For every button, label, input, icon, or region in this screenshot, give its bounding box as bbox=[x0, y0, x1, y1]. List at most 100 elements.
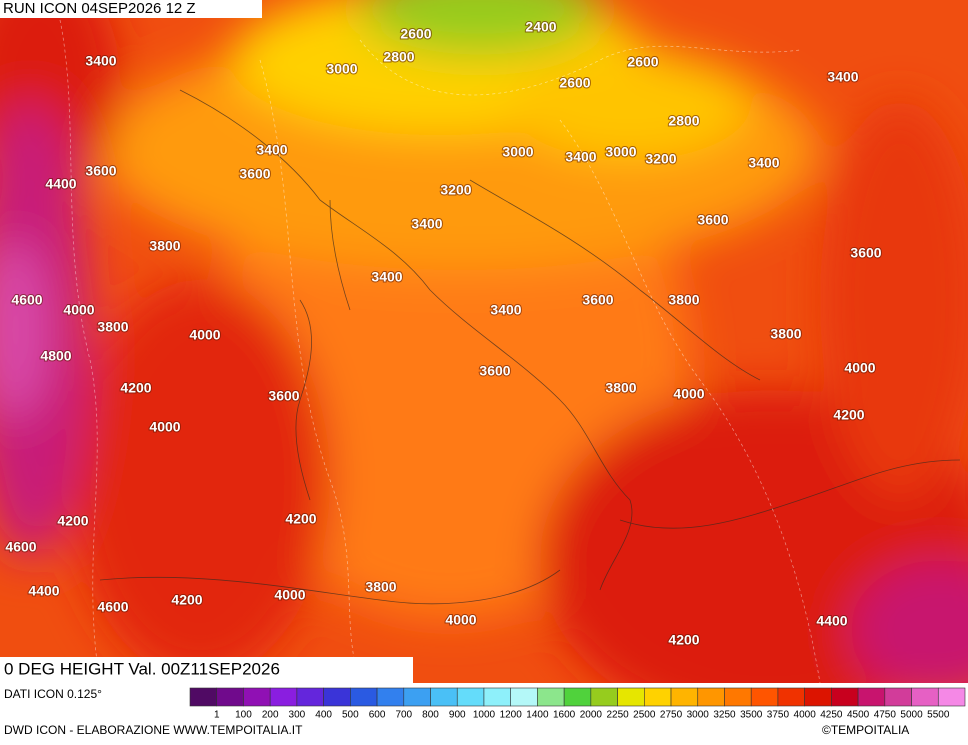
credit: DWD ICON - ELABORAZIONE WWW.TEMPOITALIA.… bbox=[4, 723, 303, 737]
colorbar-label: 2000 bbox=[580, 710, 603, 721]
colorbar-label: 1200 bbox=[500, 710, 523, 721]
contour-label: 3400 bbox=[827, 69, 858, 85]
color-swatch bbox=[804, 687, 832, 707]
colorbar-label: 3750 bbox=[767, 710, 790, 721]
contour-label: 4000 bbox=[149, 419, 180, 435]
contour-label: 3400 bbox=[565, 149, 596, 165]
color-swatch bbox=[510, 687, 538, 707]
colorbar-label: 2750 bbox=[660, 710, 683, 721]
run-label: RUN ICON 04SEP2026 12 Z bbox=[3, 0, 196, 17]
colorbar-label: 1 bbox=[214, 710, 220, 721]
color-swatch bbox=[590, 687, 618, 707]
colorbar-label: 2250 bbox=[606, 710, 629, 721]
contour-label: 4000 bbox=[274, 587, 305, 603]
colorbar-label: 500 bbox=[342, 710, 359, 721]
contour-label: 3200 bbox=[440, 182, 471, 198]
contour-label: 3800 bbox=[149, 238, 180, 254]
color-swatch bbox=[323, 687, 351, 707]
map: 2400 2600 2800 3000 3400 2600 2600 3400 2800 3400… bbox=[0, 0, 968, 683]
contour-label: 3600 bbox=[850, 245, 881, 261]
map-title: 0 DEG HEIGHT Val. 00Z11SEP2026 bbox=[4, 659, 280, 678]
color-swatch bbox=[189, 687, 218, 707]
contour-label: 4600 bbox=[97, 599, 128, 615]
colorbar-label: 800 bbox=[422, 710, 439, 721]
color-swatch bbox=[724, 687, 752, 707]
contour-label: 4000 bbox=[63, 302, 94, 318]
contour-label: 3000 bbox=[605, 144, 636, 160]
color-swatch bbox=[697, 687, 725, 707]
color-swatch bbox=[430, 687, 458, 707]
color-swatch bbox=[216, 687, 244, 707]
contour-label: 2600 bbox=[627, 54, 658, 70]
contour-label: 4000 bbox=[189, 327, 220, 343]
color-swatch bbox=[456, 687, 485, 707]
color-swatch bbox=[376, 687, 405, 707]
color-swatch bbox=[563, 687, 592, 707]
colorbar-label: 200 bbox=[262, 710, 279, 721]
contour-label: 4000 bbox=[673, 386, 704, 402]
colorbar-label: 4750 bbox=[874, 710, 897, 721]
colorbar-label: 4000 bbox=[794, 710, 817, 721]
color-swatch bbox=[937, 687, 966, 707]
contour-label: 2600 bbox=[559, 75, 590, 91]
colorbar-label: 400 bbox=[315, 710, 332, 721]
contour-label: 3800 bbox=[770, 326, 801, 342]
contour-label: 4200 bbox=[833, 407, 864, 423]
contour-label: 4400 bbox=[816, 613, 847, 629]
copyright: ©TEMPOITALIA bbox=[822, 723, 909, 737]
contour-label: 3600 bbox=[582, 292, 613, 308]
colorbar-label: 600 bbox=[369, 710, 386, 721]
color-swatch bbox=[644, 687, 672, 707]
contour-label: 3400 bbox=[256, 142, 287, 158]
contour-label: 3800 bbox=[668, 292, 699, 308]
contour-label: 2600 bbox=[400, 26, 431, 42]
contour-label: 4400 bbox=[28, 583, 59, 599]
contour-label: 2800 bbox=[383, 49, 414, 65]
contour-label: 4000 bbox=[445, 612, 476, 628]
color-swatch bbox=[777, 687, 805, 707]
contour-label: 4200 bbox=[668, 632, 699, 648]
colorbar-label: 3500 bbox=[740, 710, 763, 721]
color-swatch bbox=[911, 687, 939, 707]
colorbar-label: 2500 bbox=[633, 710, 656, 721]
contour-label: 3600 bbox=[268, 388, 299, 404]
contour-label: 4200 bbox=[120, 380, 151, 396]
colorbar-label: 3250 bbox=[713, 710, 736, 721]
color-swatch bbox=[350, 687, 378, 707]
contour-label: 3200 bbox=[645, 151, 676, 167]
colorbar-label: 1600 bbox=[553, 710, 576, 721]
colorbar-label: 5500 bbox=[927, 710, 950, 721]
contour-label: 3400 bbox=[85, 53, 116, 69]
contour-label: 3400 bbox=[371, 269, 402, 285]
contour-label: 3800 bbox=[605, 380, 636, 396]
color-swatch bbox=[831, 687, 859, 707]
contour-label: 4200 bbox=[285, 511, 316, 527]
colorbar: 1 100 200 300 400 500 600 700 800 900 1000 1200 1400… bbox=[189, 687, 966, 721]
contour-label: 4000 bbox=[844, 360, 875, 376]
contour-label: 4600 bbox=[5, 539, 36, 555]
contour-label: 2800 bbox=[668, 113, 699, 129]
contour-label: 4200 bbox=[171, 592, 202, 608]
contour-label: 4200 bbox=[57, 513, 88, 529]
contour-label: 3000 bbox=[502, 144, 533, 160]
contour-label: 3600 bbox=[697, 212, 728, 228]
color-swatch bbox=[243, 687, 271, 707]
color-swatch bbox=[670, 687, 699, 707]
color-swatch bbox=[617, 687, 645, 707]
contour-label: 3600 bbox=[479, 363, 510, 379]
contour-label: 2400 bbox=[525, 19, 556, 35]
contour-label: 4400 bbox=[45, 176, 76, 192]
contour-label: 3400 bbox=[748, 155, 779, 171]
data-source: DATI ICON 0.125° bbox=[4, 687, 102, 701]
contour-label: 3800 bbox=[365, 579, 396, 595]
colorbar-label: 700 bbox=[395, 710, 412, 721]
color-swatch bbox=[483, 687, 511, 707]
color-swatch bbox=[537, 687, 565, 707]
color-swatch bbox=[750, 687, 779, 707]
colorbar-label: 4250 bbox=[820, 710, 843, 721]
contour-label: 4800 bbox=[40, 348, 71, 364]
title-box bbox=[0, 657, 413, 683]
color-swatch bbox=[884, 687, 912, 707]
